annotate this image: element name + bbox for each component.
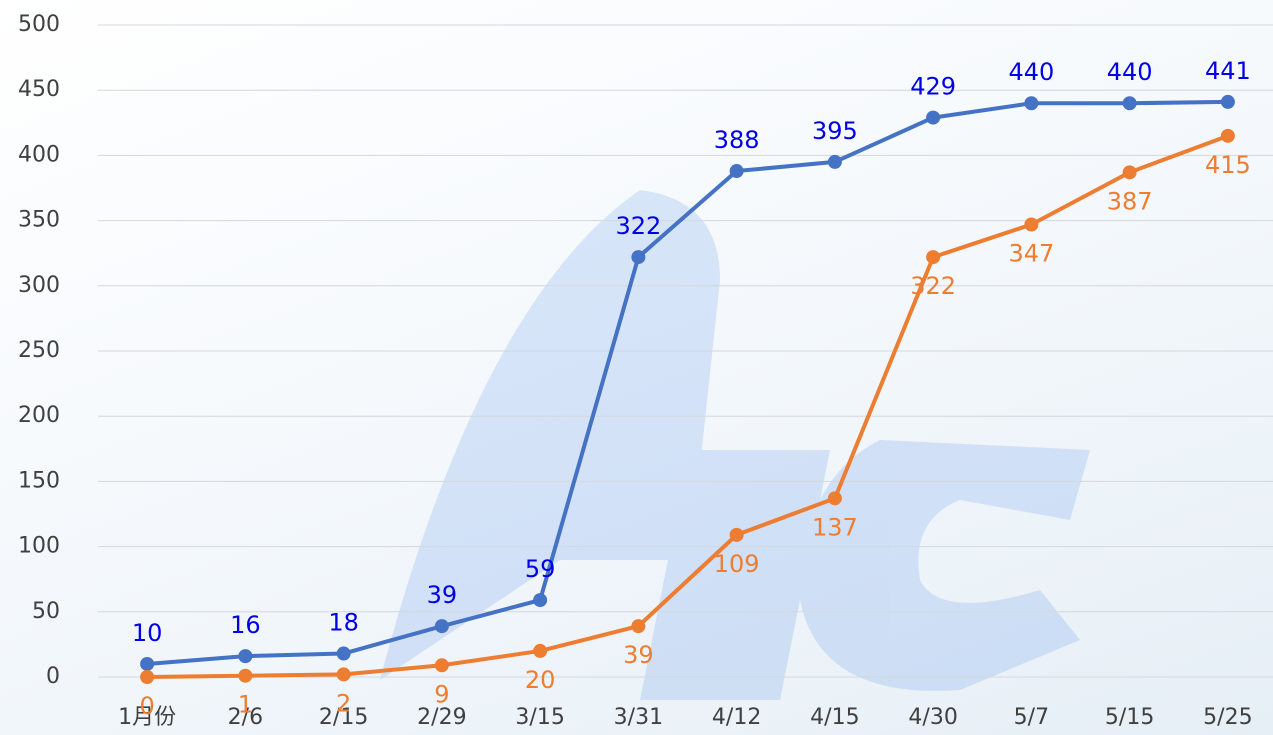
data-label: 415: [1205, 151, 1251, 179]
data-label: 322: [910, 272, 956, 300]
point: [435, 658, 449, 672]
y-tick-label: 500: [18, 12, 60, 37]
data-label: 0: [139, 692, 154, 720]
data-label: 441: [1205, 57, 1251, 85]
x-tick-label: 3/31: [614, 705, 663, 730]
y-tick-label: 100: [18, 534, 60, 559]
y-tick-label: 150: [18, 468, 60, 493]
x-tick-label: 4/12: [712, 705, 761, 730]
point: [140, 657, 154, 671]
y-tick-label: 0: [46, 664, 60, 689]
y-tick-label: 50: [32, 599, 60, 624]
y-tick-label: 250: [18, 338, 60, 363]
data-label: 347: [1008, 240, 1054, 268]
data-label: 2: [336, 689, 351, 717]
x-tick-label: 5/7: [1014, 705, 1049, 730]
data-label: 429: [910, 73, 956, 101]
data-label: 39: [623, 641, 654, 669]
point: [140, 670, 154, 684]
point: [1024, 96, 1038, 110]
point: [533, 644, 547, 658]
point: [435, 619, 449, 633]
y-tick-label: 450: [18, 77, 60, 102]
x-tick-label: 5/25: [1203, 705, 1252, 730]
x-tick-label: 5/15: [1105, 705, 1154, 730]
data-label: 387: [1107, 187, 1153, 215]
chart: 0501001502002503003504004505001月份2/62/15…: [0, 0, 1273, 735]
y-tick-label: 300: [18, 273, 60, 298]
point: [730, 164, 744, 178]
data-label: 16: [230, 611, 261, 639]
y-tick-label: 200: [18, 403, 60, 428]
point: [730, 528, 744, 542]
y-tick-label: 350: [18, 208, 60, 233]
data-label: 395: [812, 117, 858, 145]
point: [1123, 165, 1137, 179]
data-label: 1: [238, 691, 253, 719]
point: [337, 667, 351, 681]
point: [926, 250, 940, 264]
point: [238, 669, 252, 683]
y-tick-label: 400: [18, 142, 60, 167]
point: [1123, 96, 1137, 110]
point: [1221, 95, 1235, 109]
data-label: 109: [714, 550, 760, 578]
data-label: 322: [615, 212, 661, 240]
data-label: 440: [1107, 58, 1153, 86]
data-label: 20: [525, 666, 556, 694]
point: [1221, 129, 1235, 143]
data-label: 9: [434, 680, 449, 708]
x-tick-label: 3/15: [515, 705, 564, 730]
x-tick-label: 2/29: [417, 705, 466, 730]
data-label: 440: [1008, 58, 1054, 86]
point: [238, 649, 252, 663]
point: [828, 491, 842, 505]
x-tick-label: 4/15: [810, 705, 859, 730]
data-label: 388: [714, 126, 760, 154]
point: [1024, 218, 1038, 232]
point: [533, 593, 547, 607]
watermark: [380, 190, 1090, 700]
data-label: 39: [427, 581, 458, 609]
data-label: 137: [812, 513, 858, 541]
point: [631, 619, 645, 633]
point: [631, 250, 645, 264]
data-label: 10: [132, 619, 163, 647]
data-label: 59: [525, 555, 556, 583]
point: [926, 111, 940, 125]
point: [337, 647, 351, 661]
point: [828, 155, 842, 169]
x-tick-label: 4/30: [908, 705, 957, 730]
data-label: 18: [328, 609, 359, 637]
